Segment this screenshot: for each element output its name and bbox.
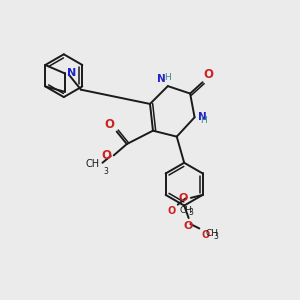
Text: CH: CH xyxy=(205,230,218,238)
Text: 3: 3 xyxy=(188,208,193,217)
Text: O: O xyxy=(204,68,214,81)
Text: CH: CH xyxy=(85,159,100,169)
Text: N: N xyxy=(67,68,76,78)
Text: O: O xyxy=(178,193,188,203)
Text: N: N xyxy=(157,74,166,84)
Text: O: O xyxy=(184,221,193,231)
Text: H: H xyxy=(164,73,171,82)
Text: 3: 3 xyxy=(214,232,219,241)
Text: O: O xyxy=(167,206,176,216)
Text: O: O xyxy=(201,230,209,240)
Text: O: O xyxy=(102,149,112,162)
Text: CH: CH xyxy=(179,206,193,214)
Text: N: N xyxy=(198,112,207,122)
Text: 3: 3 xyxy=(103,167,108,176)
Text: H: H xyxy=(200,116,207,125)
Text: O: O xyxy=(105,118,115,131)
